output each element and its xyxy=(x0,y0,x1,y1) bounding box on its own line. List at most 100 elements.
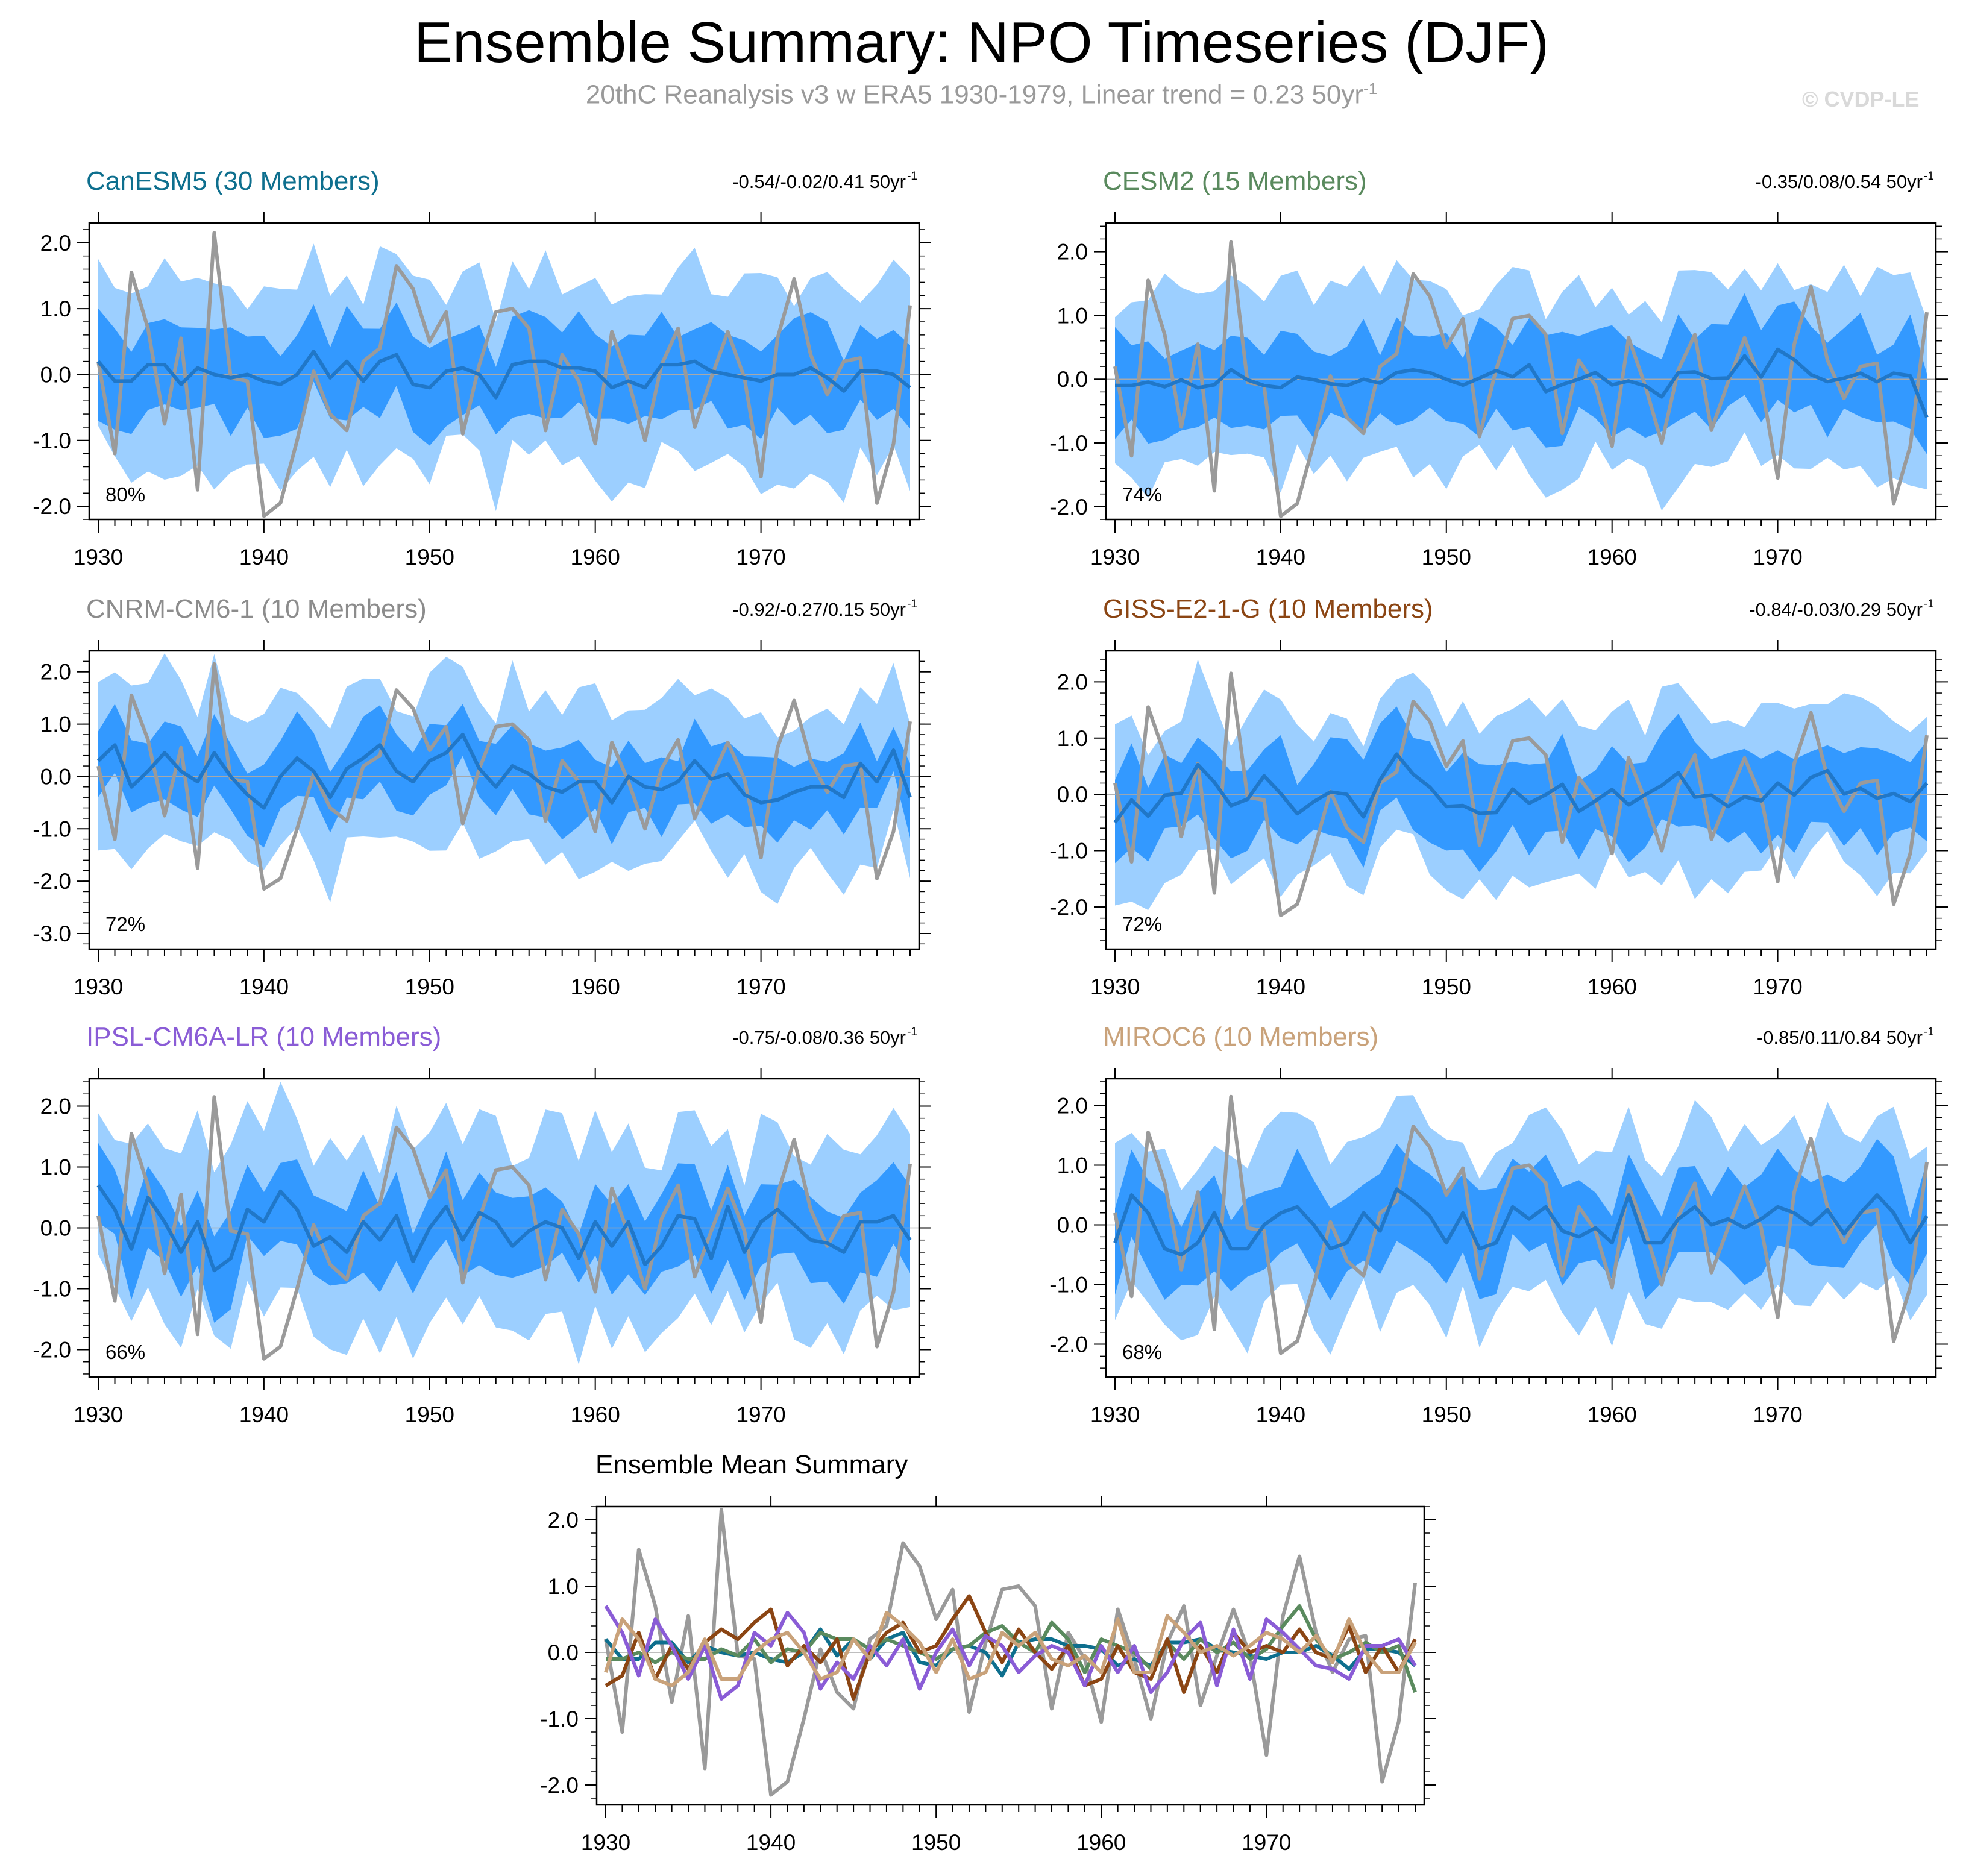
model-panel: GISS-E2-1-G (10 Members) -0.84/-0.03/0.29… xyxy=(1049,594,1948,999)
x-tick-label: 1960 xyxy=(571,1402,620,1427)
panel-title: CanESM5 (30 Members) xyxy=(86,166,380,196)
main-title: Ensemble Summary: NPO Timeseries (DJF) xyxy=(413,10,1549,75)
x-tick-label: 1950 xyxy=(1422,974,1471,999)
y-tick-label: -1.0 xyxy=(540,1707,579,1731)
x-tick-label: 1950 xyxy=(1422,1402,1471,1427)
subtitle-text: 20thC Reanalysis v3 w ERA5 1930-1979, Li… xyxy=(585,80,1364,110)
plot-frame xyxy=(1105,222,1937,521)
panel-stats: -0.92/-0.27/0.15 50yr xyxy=(732,599,906,620)
panel-stats: -0.84/-0.03/0.29 50yr xyxy=(1749,599,1923,620)
y-tick-label: 0.0 xyxy=(40,764,71,789)
y-tick-label: 1.0 xyxy=(1057,303,1088,328)
y-tick-label: 1.0 xyxy=(40,1155,71,1179)
x-tick-label: 1950 xyxy=(405,545,454,569)
spread-band-inner xyxy=(98,302,910,446)
ensemble-mean-line xyxy=(1113,1187,1929,1257)
ensemble-mean-line xyxy=(96,350,911,400)
y-tick-label: 2.0 xyxy=(1057,670,1088,694)
x-tick-label: 1960 xyxy=(571,974,620,999)
percent-label: 66% xyxy=(105,1341,145,1363)
percent-label: 80% xyxy=(105,483,145,506)
y-tick-label: -1.0 xyxy=(33,428,71,453)
y-tick-label: -1.0 xyxy=(1049,431,1088,456)
y-tick-label: -1.0 xyxy=(33,817,71,841)
y-tick-label: -2.0 xyxy=(1049,895,1088,920)
panel-stats: -0.35/0.08/0.54 50yr xyxy=(1756,171,1923,192)
panel-stats-exponent: -1 xyxy=(907,1026,917,1038)
y-tick-label: 2.0 xyxy=(548,1508,579,1532)
y-tick-label: -2.0 xyxy=(33,494,71,519)
x-tick-label: 1950 xyxy=(911,1830,961,1855)
y-tick-label: 2.0 xyxy=(40,1094,71,1118)
model-panel: MIROC6 (10 Members) -0.85/0.11/0.84 50yr -… xyxy=(1049,1022,1948,1427)
x-tick-label: 1960 xyxy=(571,545,620,569)
model-panel: CanESM5 (30 Members) -0.54/-0.02/0.41 50y… xyxy=(33,166,931,569)
y-tick-label: 1.0 xyxy=(40,296,71,321)
y-tick-label: -2.0 xyxy=(33,869,71,894)
plot-frame xyxy=(88,222,920,521)
x-tick-label: 1930 xyxy=(74,545,123,569)
x-tick-label: 1940 xyxy=(239,974,289,999)
series-line-miroc6 xyxy=(604,1611,1417,1687)
panel-stats-exponent: -1 xyxy=(1924,598,1934,610)
x-tick-label: 1930 xyxy=(74,1402,123,1427)
plot-frame xyxy=(595,1505,1425,1806)
spread-band-inner xyxy=(1115,293,1927,454)
x-tick-label: 1930 xyxy=(74,974,123,999)
panel-stats-exponent: -1 xyxy=(1924,170,1934,183)
panel-title: GISS-E2-1-G (10 Members) xyxy=(1103,594,1433,624)
x-tick-label: 1930 xyxy=(581,1830,630,1855)
x-tick-label: 1940 xyxy=(1256,1402,1305,1427)
x-tick-label: 1970 xyxy=(736,1402,785,1427)
x-tick-label: 1970 xyxy=(736,974,785,999)
x-tick-label: 1950 xyxy=(405,974,454,999)
y-tick-label: 1.0 xyxy=(548,1574,579,1599)
y-tick-label: 0.0 xyxy=(1057,782,1088,807)
x-tick-label: 1970 xyxy=(736,545,785,569)
y-tick-label: 2.0 xyxy=(1057,240,1088,265)
plot-frame xyxy=(1105,650,1937,950)
panel-stats-exponent: -1 xyxy=(907,598,917,610)
ensemble-mean-line xyxy=(1113,752,1929,824)
y-tick-label: -1.0 xyxy=(1049,1273,1088,1297)
x-tick-label: 1930 xyxy=(1090,974,1140,999)
x-tick-label: 1930 xyxy=(1090,1402,1140,1427)
y-tick-label: 0.0 xyxy=(40,1216,71,1241)
y-tick-label: -1.0 xyxy=(1049,839,1088,864)
panel-title: CESM2 (15 Members) xyxy=(1103,166,1367,196)
spread-band-inner xyxy=(1115,1138,1927,1300)
panel-title: MIROC6 (10 Members) xyxy=(1103,1022,1378,1052)
x-tick-label: 1960 xyxy=(1588,1402,1637,1427)
ensemble-mean-line xyxy=(1115,347,1929,418)
y-tick-label: -3.0 xyxy=(33,921,71,946)
y-tick-label: 2.0 xyxy=(1057,1094,1088,1118)
panel-stats: -0.54/-0.02/0.41 50yr xyxy=(732,171,906,192)
x-tick-label: 1960 xyxy=(1076,1830,1126,1855)
y-tick-label: 2.0 xyxy=(40,231,71,256)
ensemble-mean-line xyxy=(96,1184,912,1273)
x-tick-label: 1940 xyxy=(239,1402,289,1427)
panel-title: CNRM-CM6-1 (10 Members) xyxy=(86,594,427,624)
subtitle: 20thC Reanalysis v3 w ERA5 1930-1979, Li… xyxy=(0,80,1963,110)
copyright-watermark: © CVDP-LE xyxy=(1802,87,1920,111)
y-tick-label: 0.0 xyxy=(1057,1213,1088,1238)
panel-stats: -0.75/-0.08/0.36 50yr xyxy=(732,1027,906,1048)
ensemble-mean-summary-panel: Ensemble Mean Summary 1930 1940 1950 1960 197… xyxy=(540,1450,1436,1855)
y-tick-label: 1.0 xyxy=(1057,1153,1088,1178)
y-tick-label: 0.0 xyxy=(1057,367,1088,392)
percent-label: 74% xyxy=(1122,483,1162,506)
ensemble-mean-line xyxy=(96,732,912,810)
x-tick-label: 1960 xyxy=(1588,974,1637,999)
model-panel: CESM2 (15 Members) -0.35/0.08/0.54 50yr -1… xyxy=(1049,166,1948,569)
x-tick-label: 1950 xyxy=(405,1402,454,1427)
x-tick-label: 1930 xyxy=(1090,545,1140,569)
subtitle-unit-exponent: -1 xyxy=(1363,80,1378,98)
model-panel: IPSL-CM6A-LR (10 Members) -0.75/-0.08/0.3… xyxy=(33,1022,931,1427)
x-tick-label: 1970 xyxy=(1753,545,1802,569)
x-tick-label: 1950 xyxy=(1422,545,1471,569)
y-tick-label: 0.0 xyxy=(548,1640,579,1665)
y-tick-label: -2.0 xyxy=(33,1338,71,1363)
panel-title: IPSL-CM6A-LR (10 Members) xyxy=(86,1022,441,1052)
y-tick-label: 1.0 xyxy=(40,712,71,737)
